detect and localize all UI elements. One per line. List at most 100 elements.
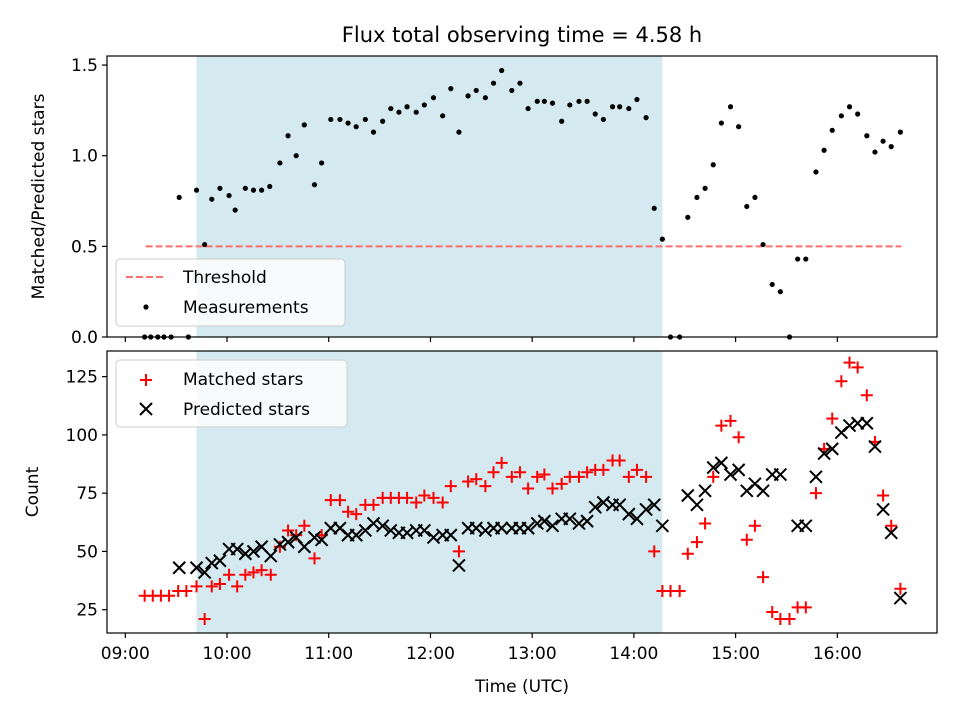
predicted-star-point <box>246 544 261 559</box>
predicted-star-point <box>230 542 244 556</box>
matched-star-point <box>572 470 585 483</box>
predicted-star-point <box>756 484 770 498</box>
measurement-point <box>567 102 573 108</box>
predicted-star-point <box>655 519 670 533</box>
predicted-star-point <box>572 516 586 531</box>
matched-star-point <box>673 585 686 598</box>
matched-star-point <box>630 463 643 476</box>
matched-star-point <box>513 466 526 479</box>
measurement-point <box>760 241 766 248</box>
matched-star-point <box>597 463 610 476</box>
predicted-star-point <box>698 484 712 498</box>
measurement-point <box>559 118 565 124</box>
predicted-star-point <box>189 561 204 575</box>
matched-star-point <box>462 475 475 488</box>
predicted-star-point <box>580 514 594 528</box>
x-tick-label: 09:00 <box>101 644 150 664</box>
matched-star-point <box>843 356 856 369</box>
measurement-point <box>803 256 809 262</box>
matched-star-point <box>783 613 796 626</box>
predicted-star-point <box>494 521 509 535</box>
measurement-point <box>267 183 273 190</box>
predicted-star-point <box>197 565 212 580</box>
predicted-star-point <box>521 521 535 535</box>
predicted-star-point <box>868 439 882 454</box>
legend-threshold-label: Threshold <box>182 268 267 288</box>
matched-star-point <box>715 419 728 432</box>
matched-star-point <box>205 580 218 593</box>
measurement-point <box>301 122 307 128</box>
matched-star-point <box>622 470 635 483</box>
top-plot-frame <box>106 55 938 338</box>
measurement-point <box>643 115 649 121</box>
predicted-star-point <box>307 530 322 545</box>
predicted-star-point <box>238 547 253 561</box>
y-tick-label: 1.5 <box>71 56 98 76</box>
measurement-point <box>592 111 598 117</box>
top-legend: Threshold Measurements <box>115 258 346 327</box>
predicted-star-point <box>264 549 278 563</box>
measurement-point <box>855 111 861 117</box>
measurement-point <box>465 93 471 99</box>
measurement-point <box>617 104 623 110</box>
matched-star-point <box>255 564 268 577</box>
measurement-point <box>541 98 547 104</box>
predicted-star-point <box>842 418 857 433</box>
matched-star-point <box>436 496 449 509</box>
bottom-x-axis: 09:00 10:00 11:00 12:00 13:00 14:00 15:00 16:00 <box>101 633 862 664</box>
predicted-star-point <box>563 512 577 526</box>
measurement-point <box>710 162 716 168</box>
bottom-y-axis: 25 50 75 100 125 <box>66 368 107 621</box>
predicted-star-point <box>545 519 560 533</box>
predicted-star-point <box>452 558 466 573</box>
bottom-panel: 25 50 75 100 125 09:00 10:00 11:00 12:00 13:00 14… <box>23 350 938 697</box>
matched-star-point <box>826 412 839 425</box>
matched-star-point <box>885 519 898 532</box>
bottom-legend: Matched stars Predicted stars <box>115 359 348 428</box>
matched-star-point <box>505 470 518 483</box>
top-legend-box <box>115 258 346 327</box>
legend-predicted-label: Predicted stars <box>183 400 310 420</box>
matched-star-point <box>835 375 848 388</box>
measurement-point <box>838 113 844 119</box>
measurement-point <box>226 192 232 199</box>
measurement-point <box>380 118 386 124</box>
matched-star-point <box>766 606 779 619</box>
measurement-point <box>769 281 775 288</box>
measurement-point <box>736 124 742 130</box>
measurement-point <box>821 147 827 153</box>
x-tick-label: 15:00 <box>711 644 760 664</box>
matched-star-point <box>333 494 346 507</box>
top-y-axis-label: Matched/Predicted stars <box>29 93 49 299</box>
matched-star-point <box>894 582 907 595</box>
predicted-star-point <box>205 556 219 570</box>
predicted-star-point <box>884 526 898 540</box>
measurement-point <box>277 160 283 166</box>
matched-star-point <box>860 389 873 402</box>
matched-star-point <box>198 613 211 626</box>
measurement-point <box>626 105 632 112</box>
matched-star-point <box>239 568 252 581</box>
measurement-point <box>718 120 724 126</box>
matched-star-point <box>190 580 203 593</box>
matched-star-point <box>247 566 260 579</box>
matched-star-point <box>298 519 311 532</box>
measurement-point <box>846 104 853 110</box>
matched-star-point <box>613 454 626 467</box>
matched-star-point <box>479 480 492 493</box>
measurement-point <box>285 133 291 139</box>
matched-star-point <box>699 517 712 530</box>
measurement-point <box>499 67 505 74</box>
measurement-point <box>328 116 334 123</box>
matched-star-point <box>444 480 457 493</box>
predicted-star-point <box>273 537 287 552</box>
matched-star-point <box>640 470 653 483</box>
predicted-star-point <box>860 416 874 430</box>
predicted-star-point <box>537 514 552 528</box>
x-axis-label: Time (UTC) <box>474 677 569 697</box>
measurement-point <box>345 120 351 126</box>
x-tick-label: 13:00 <box>508 644 557 664</box>
measurement-point <box>370 129 377 135</box>
predicted-star-point <box>809 470 823 484</box>
measurement-point <box>404 104 410 110</box>
